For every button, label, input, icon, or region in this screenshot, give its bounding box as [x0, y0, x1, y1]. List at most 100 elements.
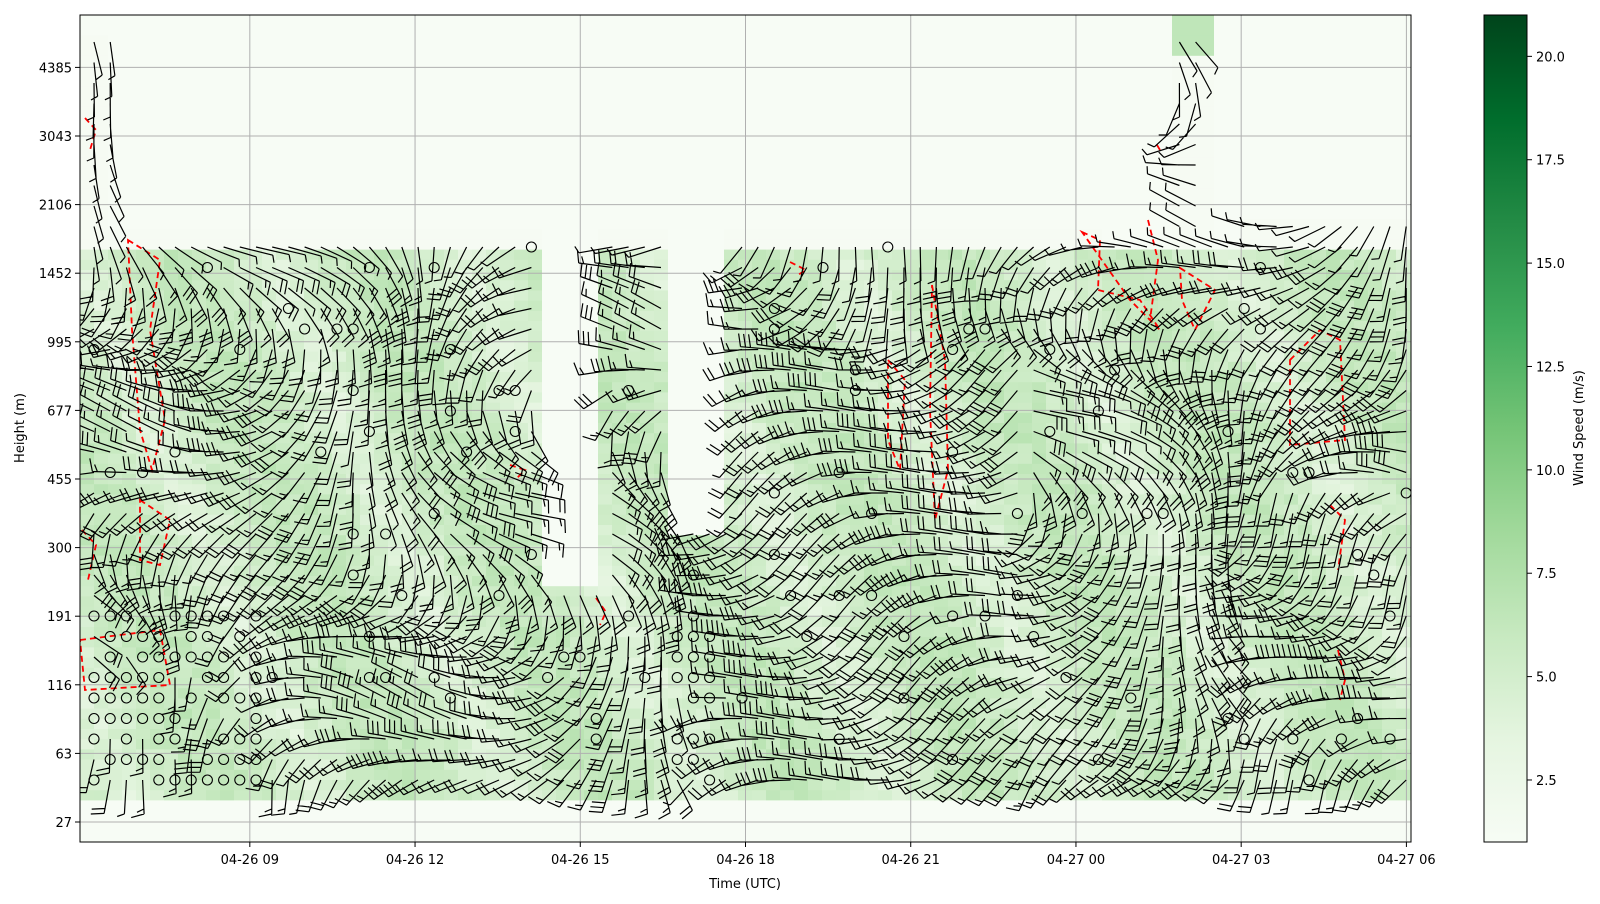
heatmap-cell — [682, 586, 697, 597]
heatmap-cell — [892, 290, 907, 302]
heatmap-cell — [808, 198, 823, 210]
heatmap-cell — [360, 229, 375, 240]
heatmap-cell — [710, 576, 725, 587]
heatmap-cell — [164, 586, 179, 597]
heatmap-cell — [724, 514, 739, 526]
heatmap-cell — [430, 739, 445, 750]
heatmap-cell — [108, 688, 123, 699]
heatmap-cell — [304, 586, 319, 597]
heatmap-cell — [388, 76, 403, 87]
heatmap-cell — [192, 76, 207, 87]
heatmap-cell — [220, 15, 235, 26]
heatmap-cell — [206, 76, 221, 87]
heatmap-cell — [402, 463, 417, 475]
heatmap-cell — [752, 586, 767, 597]
heatmap-cell — [584, 270, 599, 281]
heatmap-cell — [332, 168, 347, 179]
heatmap-cell — [780, 647, 795, 659]
heatmap-cell — [920, 259, 935, 271]
heatmap-cell — [654, 106, 669, 118]
heatmap-cell — [220, 535, 235, 546]
heatmap-cell — [290, 341, 305, 353]
heatmap-cell — [612, 208, 627, 220]
heatmap-cell — [220, 514, 235, 526]
heatmap-cell — [234, 321, 249, 332]
heatmap-cell — [836, 637, 851, 648]
heatmap-cell — [80, 86, 95, 98]
heatmap-cell — [584, 555, 599, 567]
heatmap-cell — [822, 525, 837, 536]
heatmap-cell — [584, 708, 599, 720]
heatmap-cell — [122, 280, 137, 291]
heatmap-cell — [640, 239, 655, 251]
heatmap-cell — [514, 586, 529, 597]
heatmap-cell — [878, 45, 893, 57]
heatmap-cell — [626, 137, 641, 149]
heatmap-cell — [808, 137, 823, 149]
heatmap-cell — [920, 280, 935, 291]
heatmap-cell — [780, 382, 795, 393]
heatmap-cell — [710, 729, 725, 740]
heatmap-cell — [864, 219, 879, 230]
heatmap-cell — [514, 168, 529, 179]
heatmap-cell — [500, 637, 515, 648]
heatmap-cell — [290, 535, 305, 546]
heatmap-cell — [808, 25, 823, 36]
heatmap-cell — [668, 198, 683, 210]
heatmap-cell — [290, 463, 305, 475]
heatmap-cell — [164, 45, 179, 57]
heatmap-cell — [220, 555, 235, 567]
heatmap-cell — [542, 86, 557, 98]
heatmap-cell — [206, 15, 221, 26]
heatmap-cell — [318, 545, 333, 557]
heatmap-cell — [640, 790, 655, 801]
heatmap-cell — [836, 739, 851, 750]
heatmap-cell — [584, 341, 599, 353]
heatmap-cell — [570, 749, 585, 761]
heatmap-cell — [360, 678, 375, 689]
heatmap-cell — [332, 545, 347, 557]
heatmap-cell — [220, 372, 235, 383]
heatmap-cell — [780, 229, 795, 240]
heatmap-cell — [150, 86, 165, 98]
heatmap-cell — [640, 25, 655, 36]
heatmap-cell — [416, 86, 431, 98]
heatmap-cell — [430, 321, 445, 332]
heatmap-cell — [150, 229, 165, 240]
heatmap-cell — [458, 698, 473, 710]
heatmap-cell — [906, 55, 921, 67]
heatmap-cell — [612, 280, 627, 291]
heatmap-cell — [654, 117, 669, 128]
heatmap-cell — [906, 208, 921, 220]
heatmap-cell — [220, 402, 235, 414]
heatmap-cell — [206, 412, 221, 424]
heatmap-cell — [178, 300, 193, 312]
heatmap-cell — [416, 790, 431, 801]
heatmap-cell — [626, 841, 641, 842]
heatmap-cell — [710, 841, 725, 842]
heatmap-cell — [360, 800, 375, 812]
heatmap-cell — [640, 15, 655, 26]
heatmap-cell — [122, 219, 137, 230]
heatmap-cell — [878, 157, 893, 169]
heatmap-cell — [724, 249, 739, 261]
heatmap-cell — [472, 820, 487, 832]
heatmap-cell — [570, 35, 585, 47]
heatmap-cell — [906, 96, 921, 108]
heatmap-cell — [528, 831, 543, 842]
heatmap-cell — [388, 841, 403, 842]
heatmap-cell — [556, 739, 571, 750]
heatmap-cell — [318, 127, 333, 138]
heatmap-cell — [640, 178, 655, 189]
heatmap-cell — [80, 147, 95, 159]
heatmap-cell — [640, 249, 655, 261]
heatmap-cell — [206, 229, 221, 240]
heatmap-cell — [808, 596, 823, 608]
heatmap-cell — [724, 841, 739, 842]
heatmap-cell — [248, 259, 263, 271]
heatmap-cell — [850, 545, 865, 557]
heatmap-cell — [752, 157, 767, 169]
heatmap-cell — [626, 178, 641, 189]
heatmap-cell — [752, 198, 767, 210]
heatmap-cell — [262, 606, 277, 618]
